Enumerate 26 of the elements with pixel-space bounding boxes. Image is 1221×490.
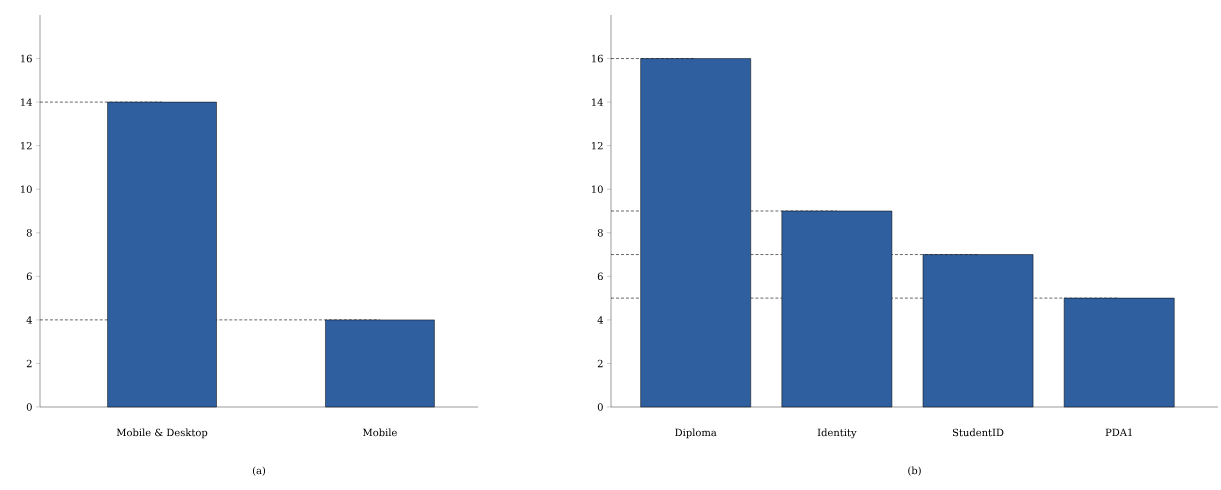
y-tick-label: 10 (592, 185, 603, 193)
x-tick-label: Mobile (363, 428, 397, 437)
text: (b) (908, 466, 921, 476)
text: (a) (252, 466, 266, 476)
y-tick-label: 6 (26, 272, 32, 281)
x-tick-label: Identity (817, 428, 857, 439)
y-tick-label: 0 (597, 403, 603, 411)
y-tick-label: 6 (597, 272, 603, 281)
y-tick-label: 4 (597, 316, 603, 324)
y-tick-label: 8 (597, 229, 603, 237)
y-tick-label: 14 (592, 98, 603, 106)
y-tick-label: 12 (21, 141, 32, 150)
y-tick-label: 8 (26, 229, 32, 237)
x-tick-label: StudentID (952, 428, 1004, 437)
y-tick-label: 16 (592, 54, 603, 63)
y-tick-label: 4 (26, 316, 32, 324)
y-tick-label: 2 (597, 359, 603, 368)
y-tick-label: 0 (26, 403, 32, 411)
x-tick-label: Diploma (675, 428, 717, 439)
x-tick-label: PDA1 (1105, 428, 1132, 436)
y-tick-label: 14 (21, 98, 32, 106)
y-tick-label: 2 (26, 359, 32, 368)
y-tick-label: 16 (21, 54, 32, 63)
y-tick-label: 10 (21, 185, 32, 193)
y-tick-label: 12 (592, 141, 603, 150)
x-tick-label: Mobile & Desktop (116, 428, 208, 439)
